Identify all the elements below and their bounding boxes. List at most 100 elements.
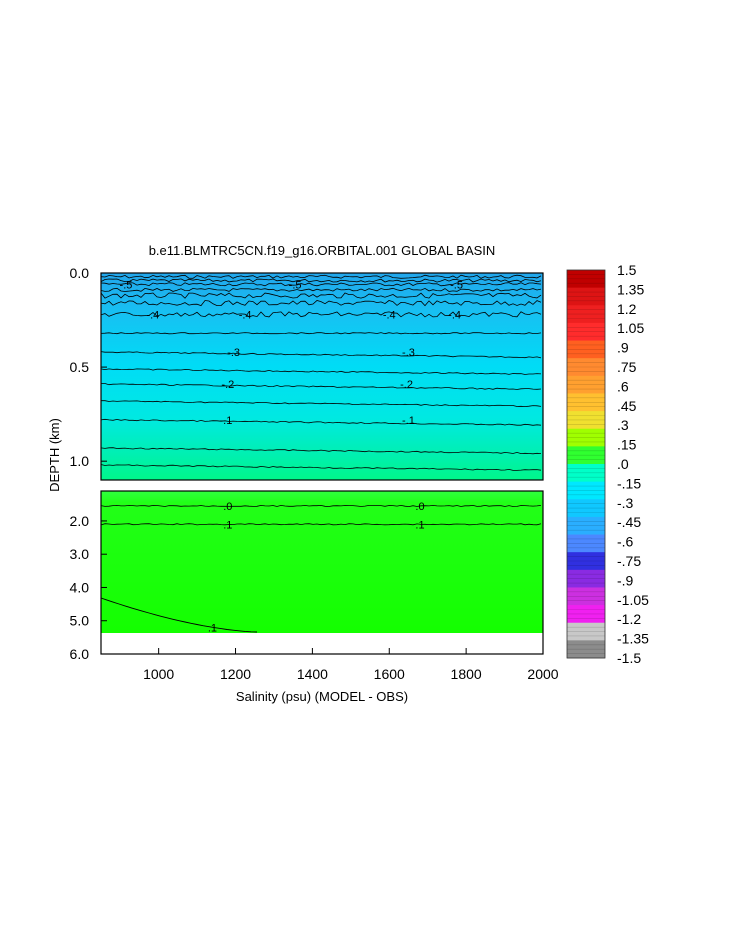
colorbar-label: -1.2 [617,611,641,627]
contour-label: -.1 [219,415,232,427]
x-tick-label: 1200 [220,666,251,682]
colorbar-label: -.45 [617,514,641,530]
colorbar-label: .0 [617,456,629,472]
contour-line [100,597,258,633]
colorbar-segment [567,605,605,624]
contour-line [100,332,542,335]
lower-panel-fill [101,491,543,633]
contour-line [101,400,542,408]
y-tick-label: 4.0 [70,579,90,595]
colorbar-label: 1.35 [617,281,644,297]
x-ticks: 1000 1200 1400 1600 1800 2000 [143,648,559,682]
colorbar-segment [567,552,605,571]
upper-panel-fill [101,273,543,480]
lower-contours [100,504,542,633]
contour-line [100,418,542,426]
contour-label: -.2 [221,379,234,391]
colorbar-segment [567,516,605,535]
colorbar-label: -1.05 [617,592,649,608]
colorbar-label: .3 [617,417,629,433]
contour-label: .0 [223,501,232,513]
colorbar-segment [567,305,605,324]
contour-label: -.3 [227,347,240,359]
y-tick-label: 0.5 [70,359,90,375]
contour-label: -.4 [239,309,252,321]
colorbar-label: 1.05 [617,320,644,336]
x-axis-label: Salinity (psu) (MODEL - OBS) [236,689,408,704]
y-axis-label: DEPTH (km) [47,418,62,492]
contour-line [100,282,542,287]
colorbar-segment [567,428,605,447]
colorbar-label: -1.35 [617,631,649,647]
colorbar-segment [567,322,605,341]
y-tick-label: 6.0 [70,646,90,662]
colorbar-label: 1.5 [617,262,637,278]
contour-line [100,351,542,359]
colorbar-segment [567,270,605,289]
contour-label: -.4 [146,309,159,321]
colorbar-segment [567,287,605,306]
x-tick-label: 1600 [374,666,405,682]
upper-panel-frame [100,272,544,481]
contour-line [101,383,542,390]
colorbar-label: -1.5 [617,650,641,666]
colorbar-segment [567,393,605,412]
colorbar-label: .6 [617,378,629,394]
y-tick-label: 0.0 [70,265,90,281]
x-tick-label: 2000 [527,666,558,682]
contour-label: -.5 [120,279,133,291]
upper-contour-labels: -.5 -.5 -.5 -.4 -.4 -.4 -.4 -.3 -.3 -.2 -.2 -.1 -.1 [120,279,463,426]
colorbar: 1.5 1.35 1.2 1.05 .9 .75 .6 .45 .3 .15 .0 -.15 -.3 -.… [566,262,649,666]
contour-label: .0 [415,501,424,513]
colorbar-label: .75 [617,359,637,375]
colorbar-segment [567,375,605,394]
contour-label: .1 [208,622,217,634]
lower-panel: .0.0.1.1.1 2.03.04.05.06.0 1000 1200 1400 1… [70,490,559,682]
x-tick-label: 1800 [451,666,482,682]
colorbar-segment [567,340,605,359]
contour-line [100,300,542,307]
colorbar-label: -.9 [617,572,634,588]
colorbar-label: -.3 [617,495,634,511]
colorbar-label: -.6 [617,534,634,550]
colorbar-segment [567,587,605,606]
contour-label: -.1 [402,415,415,427]
colorbar-segment [567,569,605,588]
y-tick-label: 5.0 [70,613,90,629]
x-tick-label: 1400 [297,666,328,682]
colorbar-segment [567,622,605,641]
seafloor-mask [101,633,541,654]
contour-line [100,274,542,279]
upper-contours [100,274,542,471]
y-tick-label: 3.0 [70,546,90,562]
lower-contour-labels: .0 .0 .1 .1 .1 [208,501,425,634]
colorbar-label: .9 [617,340,629,356]
contour-label: -.2 [400,379,413,391]
colorbar-label: -.75 [617,553,641,569]
colorbar-label: .45 [617,398,637,414]
colorbar-segment [567,499,605,518]
contour-line [100,287,542,292]
colorbar-segment [567,464,605,483]
colorbar-segment [567,358,605,377]
colorbar-frame [566,269,606,659]
colorbar-segment [567,446,605,465]
y-tick-label: 1.0 [70,453,90,469]
upper-panel: -.5 -.5 -.5-.4 -.4 -.4 -.4-.3 -.3-.2 -.2-.1 -.1 … [70,265,544,481]
lower-panel-frame [100,490,544,655]
contour-label: -.5 [289,279,302,291]
contour-line [100,464,542,471]
colorbar-label: 1.2 [617,301,637,317]
chart-title: b.e11.BLMTRC5CN.f19_g16.ORBITAL.001 GLOB… [149,243,496,258]
contour-label: .1 [223,519,232,531]
contour-line [100,368,542,375]
x-tick-label: 1000 [143,666,174,682]
colorbar-segment [567,411,605,430]
colorbar-segment [567,534,605,553]
colorbar-label: .15 [617,437,637,453]
colorbar-segment [567,640,605,659]
contour-line [100,504,542,508]
contour-label: -.3 [402,347,415,359]
colorbar-segment [567,481,605,500]
